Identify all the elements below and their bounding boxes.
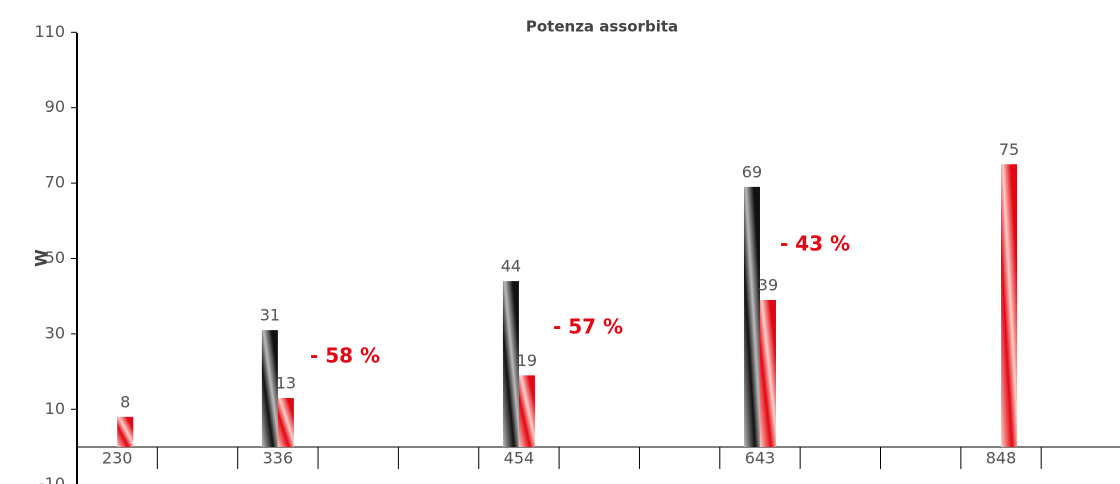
value-label: 44	[501, 257, 521, 276]
bar	[518, 375, 535, 447]
chart-title: Potenza assorbita	[526, 18, 678, 36]
bar	[502, 281, 519, 447]
bar	[117, 416, 134, 447]
bar	[759, 299, 776, 447]
x-tick-label: 230	[102, 449, 133, 468]
bar	[743, 186, 760, 447]
value-label: 69	[742, 162, 762, 181]
y-axis-label: W	[32, 249, 51, 267]
value-label: 13	[276, 373, 296, 392]
value-label: 31	[260, 306, 280, 325]
annotation: - 58 %	[310, 344, 380, 368]
value-label: 39	[758, 275, 778, 294]
y-tick-label: 10	[45, 399, 65, 418]
value-label: 19	[517, 351, 537, 370]
bar	[1001, 164, 1018, 447]
x-tick-label: 643	[745, 449, 776, 468]
x-tick-label: 454	[504, 449, 535, 468]
y-tick-label: 70	[45, 173, 65, 192]
x-tick-label: 336	[263, 449, 294, 468]
y-tick-label: 50	[45, 248, 65, 267]
annotation: - 43 %	[780, 232, 850, 256]
y-tick-label: 90	[45, 97, 65, 116]
bar	[277, 397, 294, 447]
annotation: - 57 %	[553, 315, 623, 339]
x-tick-label: 848	[986, 449, 1017, 468]
bar	[261, 330, 278, 447]
y-tick-label: 110	[34, 22, 65, 41]
y-tick-label: -10	[39, 474, 65, 484]
y-tick-label: 30	[45, 323, 65, 342]
value-label: 75	[999, 140, 1019, 159]
value-label: 8	[120, 392, 130, 411]
